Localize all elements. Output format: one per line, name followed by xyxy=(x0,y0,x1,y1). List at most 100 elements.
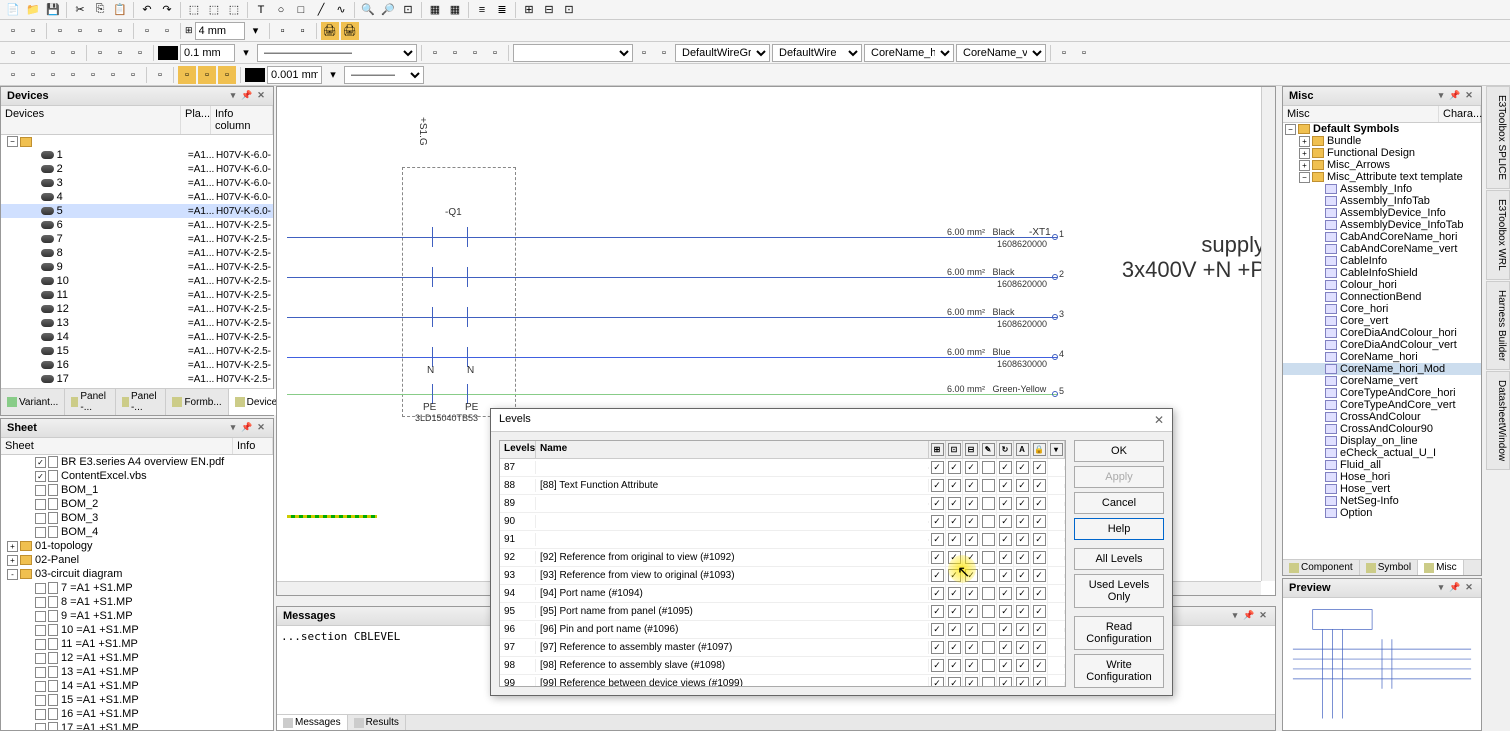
grid-icon[interactable]: ▦ xyxy=(446,1,464,19)
checkbox[interactable] xyxy=(965,659,978,672)
check-cell[interactable] xyxy=(1014,459,1031,476)
all-levels-button[interactable]: All Levels xyxy=(1074,548,1164,570)
col-check[interactable]: ⊡ xyxy=(946,441,963,458)
checkbox[interactable] xyxy=(931,479,944,492)
check-cell[interactable] xyxy=(946,477,963,494)
check-cell[interactable] xyxy=(1014,657,1031,674)
check-icon[interactable] xyxy=(35,653,46,664)
tool-icon[interactable]: ▫ xyxy=(24,44,42,62)
check-cell[interactable] xyxy=(997,549,1014,566)
col-info[interactable]: Info column xyxy=(211,106,273,134)
misc-leaf[interactable]: Assembly_Info xyxy=(1283,183,1481,195)
check-cell[interactable] xyxy=(963,549,980,566)
col-levels[interactable]: Levels xyxy=(500,441,536,458)
checkbox[interactable] xyxy=(965,623,978,636)
checkbox[interactable] xyxy=(1016,497,1029,510)
level-row[interactable]: 96 [96] Pin and port name (#1096) xyxy=(500,621,1065,639)
check-cell[interactable] xyxy=(946,567,963,584)
tool-icon[interactable]: ▫ xyxy=(44,66,62,84)
wire-row[interactable]: 7 =A1... H07V-K-2.5- xyxy=(1,232,273,246)
level-row[interactable]: 88 [88] Text Function Attribute xyxy=(500,477,1065,495)
msg-tab[interactable]: Messages xyxy=(277,715,348,730)
checkbox[interactable] xyxy=(1033,623,1046,636)
precision-input[interactable] xyxy=(267,66,322,84)
check-cell[interactable] xyxy=(1014,549,1031,566)
checkbox[interactable] xyxy=(1016,533,1029,546)
tool-icon[interactable]: ▫ xyxy=(1055,44,1073,62)
vertical-tab[interactable]: E3Toolbox SPLICE xyxy=(1486,86,1510,189)
corename-v-select[interactable]: CoreName_vert xyxy=(956,44,1046,62)
check-cell[interactable] xyxy=(980,603,997,620)
checkbox[interactable] xyxy=(931,461,944,474)
check-cell[interactable] xyxy=(946,549,963,566)
sheet-folder[interactable]: + 01-topology xyxy=(1,539,273,553)
msg-tab[interactable]: Results xyxy=(348,715,406,730)
tool-icon[interactable]: ▫ xyxy=(64,44,82,62)
window-icon[interactable]: ⊟ xyxy=(540,1,558,19)
panel-tab[interactable]: Variant... xyxy=(1,389,65,415)
checkbox[interactable] xyxy=(1016,587,1029,600)
panel-tab[interactable]: Panel -... xyxy=(116,389,167,415)
expand-icon[interactable]: + xyxy=(1299,148,1310,159)
paste-icon[interactable]: 📋 xyxy=(111,1,129,19)
check-icon[interactable] xyxy=(35,625,46,636)
misc-tab[interactable]: Component xyxy=(1283,560,1360,575)
checkbox[interactable] xyxy=(1033,587,1046,600)
checkbox[interactable] xyxy=(999,587,1012,600)
collapse-icon[interactable]: − xyxy=(7,136,18,147)
col-sheet[interactable]: Sheet xyxy=(1,438,233,454)
checkbox[interactable] xyxy=(965,479,978,492)
shape-icon[interactable]: ○ xyxy=(272,1,290,19)
redo-icon[interactable]: ↷ xyxy=(158,1,176,19)
check-cell[interactable] xyxy=(963,657,980,674)
check-cell[interactable] xyxy=(1014,621,1031,638)
checkbox[interactable] xyxy=(982,659,995,672)
check-cell[interactable] xyxy=(1031,639,1048,656)
check-cell[interactable] xyxy=(946,513,963,530)
check-cell[interactable] xyxy=(963,531,980,548)
wire-row[interactable]: 4 =A1... H07V-K-6.0- xyxy=(1,190,273,204)
check-cell[interactable] xyxy=(1031,657,1048,674)
check-icon[interactable] xyxy=(35,611,46,622)
close-icon[interactable]: ✕ xyxy=(1463,90,1475,102)
style-select[interactable]: ———— xyxy=(344,66,424,84)
color-swatch[interactable] xyxy=(158,46,178,60)
check-cell[interactable] xyxy=(929,639,946,656)
pin-icon[interactable]: 📌 xyxy=(241,90,253,102)
expand-icon[interactable]: - xyxy=(7,569,18,580)
checkbox[interactable] xyxy=(1016,461,1029,474)
check-cell[interactable] xyxy=(946,531,963,548)
pin-icon[interactable]: 📌 xyxy=(1243,610,1255,622)
checkbox[interactable] xyxy=(948,497,961,510)
check-cell[interactable] xyxy=(929,621,946,638)
level-row[interactable]: 94 [94] Port name (#1094) xyxy=(500,585,1065,603)
vertical-tab[interactable]: DatasheetWindow xyxy=(1486,371,1510,470)
corename-h-select[interactable]: CoreName_hori xyxy=(864,44,954,62)
tool-icon[interactable]: ▫ xyxy=(294,22,312,40)
check-cell[interactable] xyxy=(997,639,1014,656)
col-devices[interactable]: Devices xyxy=(1,106,181,134)
vertical-tab[interactable]: Harness Builder xyxy=(1486,281,1510,370)
expand-icon[interactable]: + xyxy=(7,541,18,552)
checkbox[interactable] xyxy=(931,605,944,618)
checkbox[interactable] xyxy=(999,677,1012,687)
check-cell[interactable] xyxy=(1031,459,1048,476)
misc-leaf[interactable]: CoreDiaAndColour_hori xyxy=(1283,327,1481,339)
expand-icon[interactable]: + xyxy=(7,555,18,566)
checkbox[interactable] xyxy=(948,551,961,564)
misc-leaf[interactable]: CrossAndColour xyxy=(1283,411,1481,423)
checkbox[interactable] xyxy=(1016,515,1029,528)
check-cell[interactable] xyxy=(963,603,980,620)
checkbox[interactable] xyxy=(982,623,995,636)
misc-folder[interactable]: + Functional Design xyxy=(1283,147,1481,159)
level-row[interactable]: 97 [97] Reference to assembly master (#1… xyxy=(500,639,1065,657)
checkbox[interactable] xyxy=(1016,659,1029,672)
checkbox[interactable] xyxy=(1033,461,1046,474)
sheet-file[interactable]: BOM_3 xyxy=(1,511,273,525)
checkbox[interactable] xyxy=(931,533,944,546)
print-icon[interactable]: 🖨 xyxy=(341,22,359,40)
wire-row[interactable]: 17 =A1... H07V-K-2.5- xyxy=(1,372,273,386)
check-cell[interactable] xyxy=(963,477,980,494)
wire-row[interactable]: 12 =A1... H07V-K-2.5- xyxy=(1,302,273,316)
misc-folder[interactable]: + Bundle xyxy=(1283,135,1481,147)
